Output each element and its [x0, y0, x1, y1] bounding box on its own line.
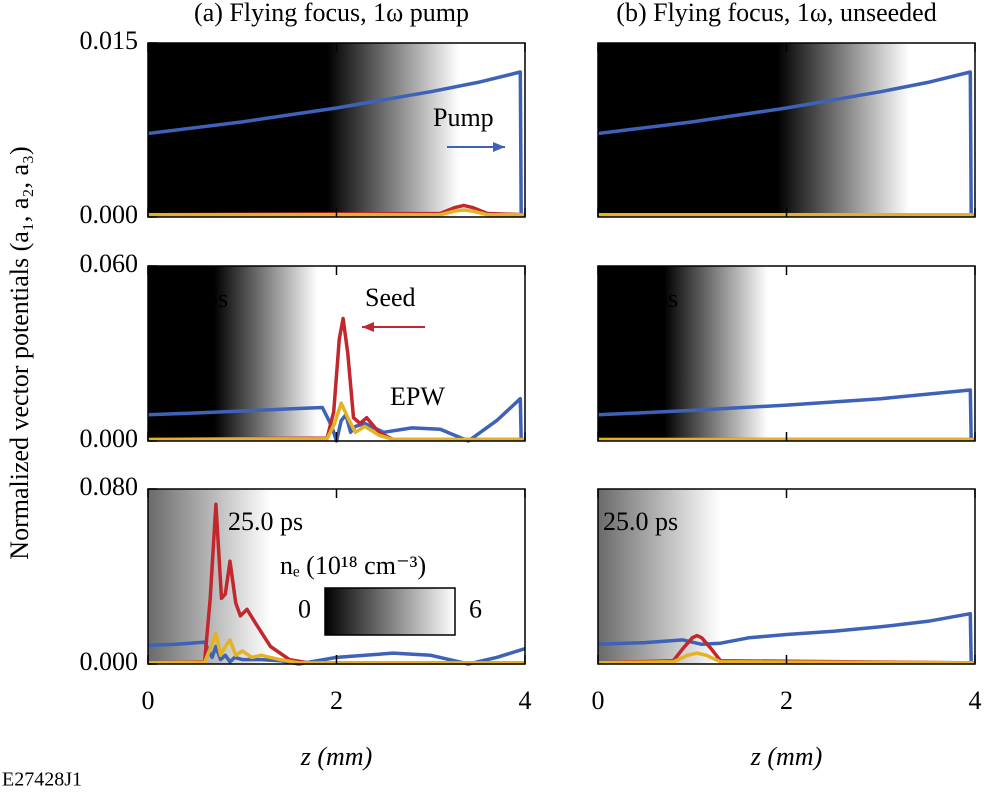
x-tick-label: 2: [330, 686, 343, 715]
series-line: [598, 633, 975, 665]
x-tick-label: 4: [519, 686, 532, 715]
density-background: [598, 43, 975, 217]
series-line: [598, 70, 973, 218]
y-tick-label: 0.080: [80, 472, 139, 501]
series-line: [598, 388, 973, 442]
colorbar-tick-label: 0: [298, 594, 311, 623]
series-line: [598, 651, 975, 665]
series-line: [148, 208, 525, 217]
colorbar-tick-label: 6: [469, 594, 482, 623]
x-tick-label: 4: [969, 686, 982, 715]
density-background: [148, 43, 525, 217]
panel-title: (a) Flying focus, 1ω pump: [194, 0, 469, 27]
figure-id: E27428J1: [2, 769, 82, 791]
x-tick-label: 0: [592, 686, 605, 715]
x-axis-label: z (mm): [300, 742, 373, 771]
annotation: 16.7 ps: [603, 61, 678, 90]
arrow-head: [362, 322, 374, 332]
annotation: EPW: [390, 382, 445, 411]
series-line: [598, 611, 973, 665]
series-line: [148, 401, 525, 442]
annotation: Seed: [365, 283, 416, 312]
x-axis-label: z (mm): [750, 742, 823, 771]
series-line: [148, 640, 525, 666]
y-tick-label: 0.015: [80, 26, 139, 55]
annotation: 16.7 ps: [153, 61, 228, 90]
annotation: 25.0 ps: [228, 507, 303, 536]
series-line: [148, 502, 525, 665]
annotation: 25.0 ps: [603, 507, 678, 536]
x-tick-label: 2: [780, 686, 793, 715]
panel-title: (b) Flying focus, 1ω, unseeded: [616, 0, 936, 27]
y-tick-label: 0.000: [80, 424, 139, 453]
colorbar: [324, 587, 456, 636]
colorbar-label: nₑ (10¹⁸ cm⁻³): [280, 551, 426, 580]
annotation: 20.9 ps: [603, 284, 678, 313]
y-tick-label: 0.000: [80, 647, 139, 676]
y-tick-label: 0.000: [80, 200, 139, 229]
annotation: 20.9 ps: [153, 284, 228, 313]
series-line: [148, 631, 525, 665]
y-tick-label: 0.060: [80, 249, 139, 278]
annotation: Pump: [433, 103, 494, 132]
series-line: [148, 70, 523, 218]
arrow-head: [493, 142, 505, 152]
y-axis-label: Normalized vector potentials (a₁, a₂, a₃…: [5, 146, 34, 559]
series-line: [148, 316, 525, 442]
x-tick-label: 0: [142, 686, 155, 715]
